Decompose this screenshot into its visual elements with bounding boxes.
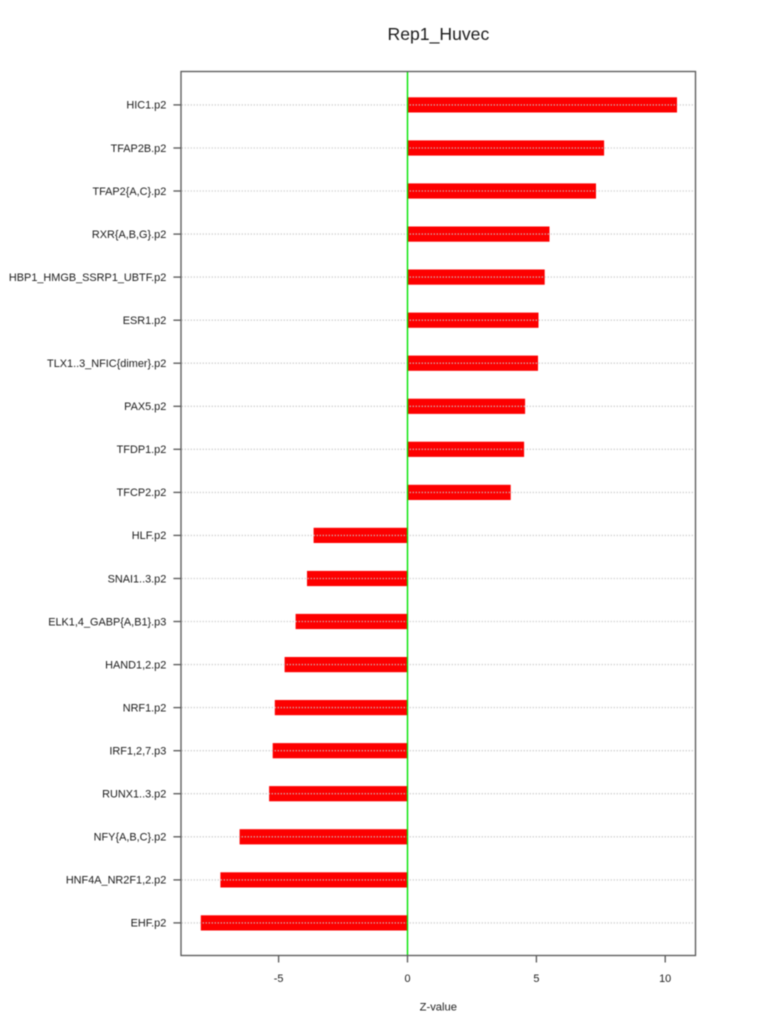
svg-text:IRF1,2,7.p3: IRF1,2,7.p3	[109, 746, 166, 758]
svg-text:Z-value: Z-value	[420, 1002, 457, 1014]
svg-text:SNAI1..3.p2: SNAI1..3.p2	[108, 573, 167, 585]
svg-text:ELK1,4_GABP{A,B1}.p3: ELK1,4_GABP{A,B1}.p3	[48, 616, 166, 628]
svg-text:HLF.p2: HLF.p2	[132, 530, 167, 542]
svg-text:5: 5	[533, 973, 539, 985]
svg-text:HAND1,2.p2: HAND1,2.p2	[105, 659, 166, 671]
svg-text:TLX1..3_NFIC{dimer}.p2: TLX1..3_NFIC{dimer}.p2	[47, 358, 166, 370]
svg-text:EHF.p2: EHF.p2	[131, 918, 167, 930]
svg-text:NFY{A,B,C}.p2: NFY{A,B,C}.p2	[94, 832, 167, 844]
svg-text:ESR1.p2: ESR1.p2	[123, 315, 167, 327]
svg-text:TFAP2B.p2: TFAP2B.p2	[111, 143, 167, 155]
svg-text:HIC1.p2: HIC1.p2	[126, 100, 166, 112]
svg-text:RXR{A,B,G}.p2: RXR{A,B,G}.p2	[92, 229, 166, 241]
svg-text:TFAP2{A,C}.p2: TFAP2{A,C}.p2	[92, 186, 166, 198]
svg-text:RUNX1..3.p2: RUNX1..3.p2	[102, 789, 166, 801]
svg-text:NRF1.p2: NRF1.p2	[123, 702, 167, 714]
svg-text:TFCP2.p2: TFCP2.p2	[117, 487, 167, 499]
svg-text:-5: -5	[274, 973, 284, 985]
svg-text:TFDP1.p2: TFDP1.p2	[117, 444, 167, 456]
svg-text:HNF4A_NR2F1,2.p2: HNF4A_NR2F1,2.p2	[66, 875, 166, 887]
svg-text:10: 10	[659, 973, 671, 985]
svg-text:PAX5.p2: PAX5.p2	[124, 401, 166, 413]
svg-text:HBP1_HMGB_SSRP1_UBTF.p2: HBP1_HMGB_SSRP1_UBTF.p2	[9, 272, 166, 284]
svg-text:Rep1_Huvec: Rep1_Huvec	[388, 24, 490, 45]
svg-text:0: 0	[404, 973, 410, 985]
